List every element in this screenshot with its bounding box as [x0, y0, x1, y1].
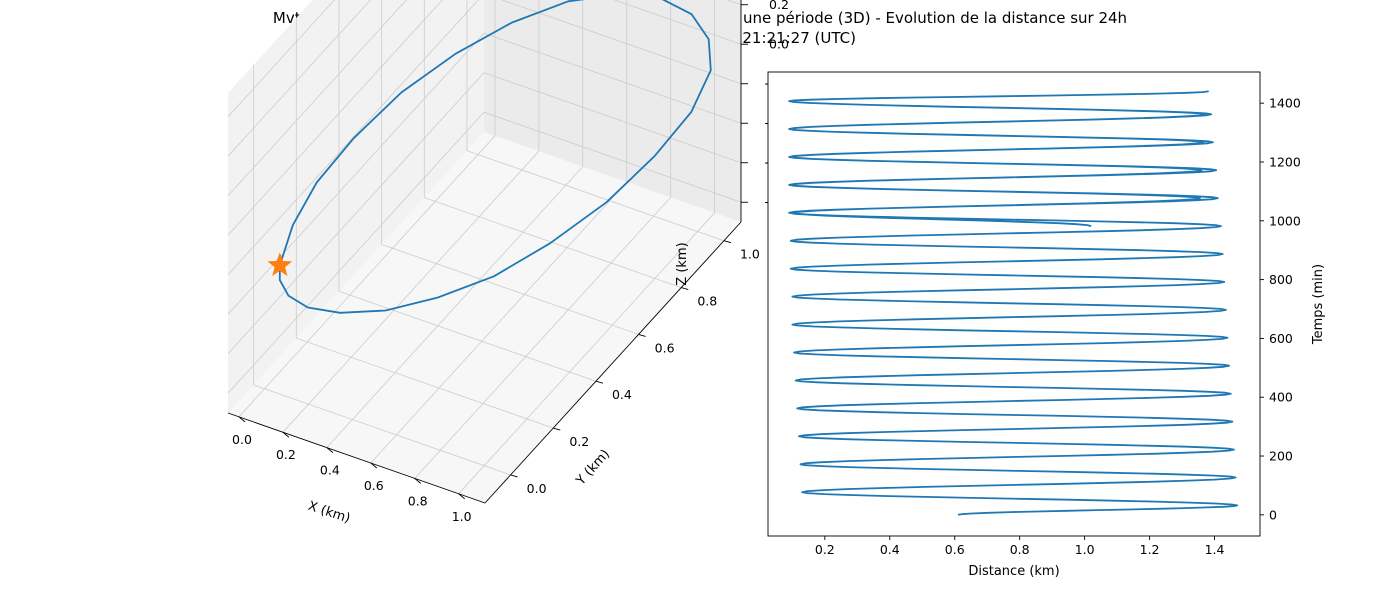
z-gridline: [227, 72, 742, 354]
y-tick-label: 1200: [1269, 154, 1301, 169]
y-tick-label: 200: [1269, 449, 1293, 464]
y-tick-label: 0: [1269, 507, 1277, 522]
y-tick: [638, 333, 646, 337]
z-gridline: [227, 32, 742, 315]
y-tick-label: 1.0: [740, 247, 760, 262]
x-tick-label: 1.0: [452, 509, 472, 524]
y-axis-label: Temps (min): [1311, 264, 1326, 345]
x-tick-label: 0.6: [945, 542, 965, 557]
x-gridline: [458, 0, 715, 495]
y-gridline: [338, 0, 597, 382]
x-axis-line: [227, 412, 486, 504]
x-tick-label: 0.2: [276, 447, 296, 462]
y-gridline: [253, 64, 511, 476]
x-tick-label: 0.6: [364, 478, 384, 493]
x-tick-label: 1.4: [1205, 542, 1225, 557]
y-tick-label: 400: [1269, 390, 1293, 405]
x-tick: [458, 493, 465, 500]
x-tick-label: 0.8: [1010, 542, 1030, 557]
y-tick-label: 0.8: [697, 294, 717, 309]
y-tick: [595, 380, 604, 384]
y-tick: [681, 287, 689, 290]
x-gridline: [414, 0, 672, 479]
x-tick-label: 0.4: [880, 542, 900, 557]
y-tick-label: 800: [1269, 272, 1293, 287]
z-tick-label: 0.0: [769, 37, 789, 52]
orbit-line: [278, 0, 712, 314]
x-gridline: [326, 0, 584, 448]
y-tick-label: 0.0: [527, 481, 547, 496]
x-axis-label: X (km): [306, 499, 352, 527]
x-tick: [370, 462, 378, 469]
z-gridline: [227, 0, 742, 196]
x-tick: [326, 447, 334, 453]
y-tick-label: 0.4: [612, 387, 632, 402]
distance-line: [788, 90, 1239, 516]
x-axis-label: Distance (km): [968, 564, 1059, 579]
y-tick: [510, 474, 518, 478]
start-star-marker: [267, 252, 293, 276]
x-tick: [282, 431, 290, 438]
y-tick: [723, 240, 732, 244]
x-gridline: [238, 0, 496, 418]
x-tick-label: 0.8: [408, 493, 428, 508]
z-gridline: [227, 0, 742, 275]
x-tick-label: 0.2: [815, 542, 835, 557]
x-tick: [414, 478, 421, 484]
z-gridline: [227, 0, 335, 117]
y-axis-line: [484, 221, 742, 504]
y-gridline: [381, 0, 639, 335]
orbit-3d-chart: 0.00.20.40.60.81.00.00.20.40.60.81.00.60…: [227, 0, 794, 527]
z-gridline: [227, 0, 742, 236]
x-tick: [238, 416, 246, 423]
x-tick-label: 1.0: [1075, 542, 1095, 557]
z-gridline: [227, 111, 742, 394]
y-tick-label: 600: [1269, 331, 1293, 346]
x-gridline: [282, 0, 540, 433]
x-tick-label: 0.4: [320, 463, 340, 478]
y-gridline: [295, 18, 554, 429]
z-gridline: [227, 0, 371, 157]
z-axis-label: Z (km): [675, 242, 690, 285]
y-tick: [553, 427, 561, 431]
x-tick-label: 1.2: [1140, 542, 1160, 557]
y-tick-label: 1000: [1269, 213, 1301, 228]
distance-chart: 0.2 0.4 0.6 0.8 1.0 1.2 1.4 0 200 400 600 800 1000 12…: [767, 71, 1326, 579]
x-tick-label: 0.0: [232, 432, 252, 447]
floor-pane: [228, 132, 741, 503]
z-tick-label: 0.2: [769, 0, 789, 12]
y-gridline: [423, 0, 682, 288]
y-gridline: [466, 0, 725, 242]
y-tick-label: 1400: [1269, 96, 1301, 111]
y-tick-label: 0.2: [569, 434, 589, 449]
y-tick-label: 0.6: [655, 340, 675, 355]
y-axis-label: Y (km): [573, 447, 613, 489]
